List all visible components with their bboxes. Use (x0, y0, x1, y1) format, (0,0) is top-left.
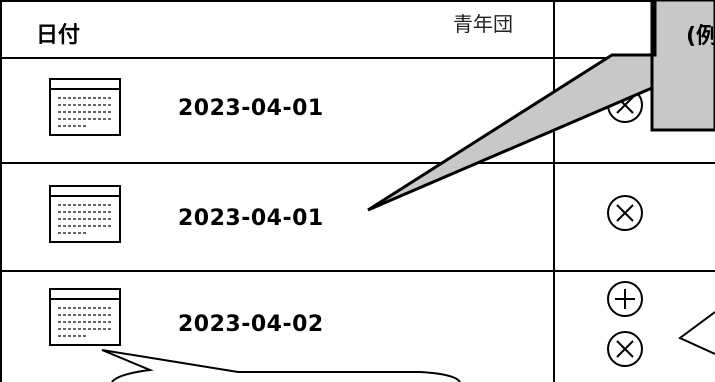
row-divider (0, 162, 715, 164)
column-header-date: 日付 (36, 23, 81, 48)
plus-circle-icon[interactable] (606, 280, 644, 318)
row-date: 2023-04-01 (178, 96, 324, 121)
row-date: 2023-04-01 (178, 206, 324, 231)
x-circle-icon[interactable] (606, 194, 644, 232)
calendar-icon[interactable] (48, 288, 122, 348)
column-divider (553, 0, 555, 382)
x-circle-icon[interactable] (606, 86, 644, 124)
callout-text: (例 (686, 24, 715, 49)
calendar-icon[interactable] (48, 185, 122, 245)
row-date: 2023-04-02 (178, 312, 324, 337)
column-header-group: 青年団 (453, 12, 513, 36)
calendar-icon[interactable] (48, 78, 122, 138)
row-divider (0, 270, 715, 272)
table-border-left (0, 0, 2, 382)
row-divider (0, 57, 715, 59)
x-circle-icon[interactable] (606, 330, 644, 368)
table-border-top (0, 0, 715, 2)
